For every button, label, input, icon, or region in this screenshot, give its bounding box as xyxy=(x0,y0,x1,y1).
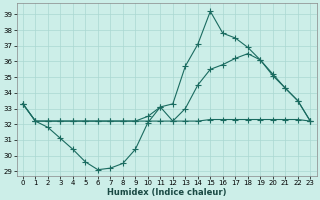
X-axis label: Humidex (Indice chaleur): Humidex (Indice chaleur) xyxy=(107,188,226,197)
